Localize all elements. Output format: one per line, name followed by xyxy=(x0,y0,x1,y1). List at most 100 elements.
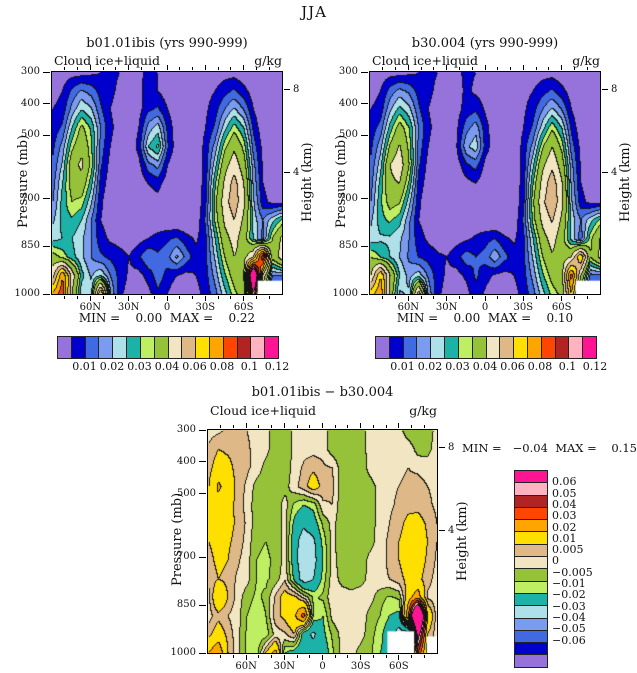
y-tick xyxy=(199,604,206,606)
x-tick-minor xyxy=(258,425,260,428)
x-tick-minor xyxy=(153,67,155,70)
x-tick-minor xyxy=(497,67,499,70)
legend-cell xyxy=(515,494,547,507)
y-tick-label: 1000 xyxy=(14,288,40,299)
legend-cell xyxy=(515,519,547,532)
x-tick-minor xyxy=(535,296,537,299)
y-tick-label: 300 xyxy=(176,424,196,435)
x-tick-major xyxy=(398,655,400,660)
y-tick xyxy=(361,198,368,200)
colorbar-cell xyxy=(58,337,71,358)
height-tick xyxy=(439,530,445,532)
x-tick-label: 30S xyxy=(513,302,534,313)
y-tick xyxy=(199,493,206,495)
x-tick-minor xyxy=(586,296,588,299)
legend-tick-label: 0.03 xyxy=(552,509,577,523)
y-tick-label: 850 xyxy=(20,240,40,252)
x-tick-minor xyxy=(433,296,435,299)
legend-cell xyxy=(515,531,547,544)
y-tick-label: 400 xyxy=(20,97,40,109)
x-tick-minor xyxy=(586,67,588,70)
height-axis-label: Height (km) xyxy=(300,142,315,222)
x-tick-major xyxy=(245,423,247,428)
x-tick-major xyxy=(204,296,206,301)
units-label: g/kg xyxy=(572,53,600,68)
colorbar-cell xyxy=(471,337,486,358)
x-tick-minor xyxy=(268,67,270,70)
variable-label: Cloud ice+liquid xyxy=(210,403,317,418)
x-tick-minor xyxy=(510,67,512,70)
y-tick-label: 850 xyxy=(338,240,358,252)
difference-legend xyxy=(514,470,548,668)
x-tick-major xyxy=(561,65,563,70)
x-tick-major xyxy=(322,655,323,660)
y-tick xyxy=(199,652,206,654)
x-tick-label: 30N xyxy=(435,302,458,313)
y-tick xyxy=(43,198,50,200)
colorbar-tick-label: 0.06 xyxy=(182,360,207,373)
x-tick-minor xyxy=(395,67,397,70)
legend-cell xyxy=(515,471,547,483)
x-tick-minor xyxy=(458,67,460,70)
x-tick-label: 0 xyxy=(319,661,326,672)
x-tick-label: 30N xyxy=(117,302,140,313)
x-tick-minor xyxy=(232,655,234,658)
x-tick-minor xyxy=(179,296,181,299)
colorbar-cell xyxy=(430,337,445,358)
colorbar-cell xyxy=(388,337,403,358)
x-tick-minor xyxy=(423,655,425,658)
legend-tick-label: −0.06 xyxy=(552,633,586,647)
x-tick-label: 60S xyxy=(551,302,572,313)
x-tick-major xyxy=(484,296,486,301)
colorbar-cell xyxy=(540,337,555,358)
x-tick-major xyxy=(446,296,448,301)
y-tick-label: 500 xyxy=(338,129,358,141)
y-tick xyxy=(361,134,368,136)
x-tick-minor xyxy=(220,655,222,658)
x-tick-label: 60S xyxy=(233,302,254,313)
colorbar-cell xyxy=(112,337,127,358)
legend-tick-label: −0.04 xyxy=(552,610,586,624)
x-tick-minor xyxy=(179,67,181,70)
x-tick-minor xyxy=(271,655,273,658)
x-tick-minor xyxy=(309,655,311,658)
y-tick xyxy=(361,71,368,73)
colorbar-cell xyxy=(195,337,209,358)
x-tick-minor xyxy=(334,425,336,428)
x-tick-minor xyxy=(548,67,550,70)
y-tick xyxy=(43,103,50,105)
colorbar xyxy=(57,336,279,359)
y-tick-label: 400 xyxy=(338,97,358,109)
colorbar-cell xyxy=(208,337,223,358)
colorbar-tick-label: 0.06 xyxy=(500,360,525,373)
legend-tick-label: 0.04 xyxy=(552,497,577,511)
x-tick-minor xyxy=(296,425,298,428)
colorbar-labels: 0.01 0.02 0.03 0.04 0.06 0.08 0.1 0.12 xyxy=(57,360,289,374)
x-tick-minor xyxy=(510,296,512,299)
height-tick xyxy=(284,172,290,174)
x-tick-major xyxy=(360,655,362,660)
colorbar-cell xyxy=(499,337,514,358)
legend-cell xyxy=(515,580,547,593)
x-tick-minor xyxy=(347,655,349,658)
legend-cell xyxy=(515,629,547,643)
x-tick-minor xyxy=(471,67,473,70)
minmax-readout: MIN = 0.00 MAX = 0.10 xyxy=(396,311,574,325)
x-tick-minor xyxy=(535,67,537,70)
colorbar-tick-label: 0.03 xyxy=(445,360,470,373)
legend-tick-label: 0.005 xyxy=(552,543,584,557)
x-tick-minor xyxy=(385,655,387,658)
height-tick-label: 4 xyxy=(611,166,618,178)
x-tick-label: 60N xyxy=(235,661,257,672)
contour-plot xyxy=(50,70,283,295)
legend-tick-label: 0.05 xyxy=(552,486,577,500)
colorbar-cell xyxy=(582,337,596,358)
x-tick-minor xyxy=(423,425,425,428)
x-tick-minor xyxy=(64,67,66,70)
minmax-readout: MIN = 0.00 MAX = 0.22 xyxy=(78,311,256,325)
height-axis-label: Height (km) xyxy=(618,142,633,222)
x-tick-minor xyxy=(115,67,117,70)
colorbar-cell xyxy=(222,337,237,358)
x-tick-label: 30S xyxy=(195,302,216,313)
